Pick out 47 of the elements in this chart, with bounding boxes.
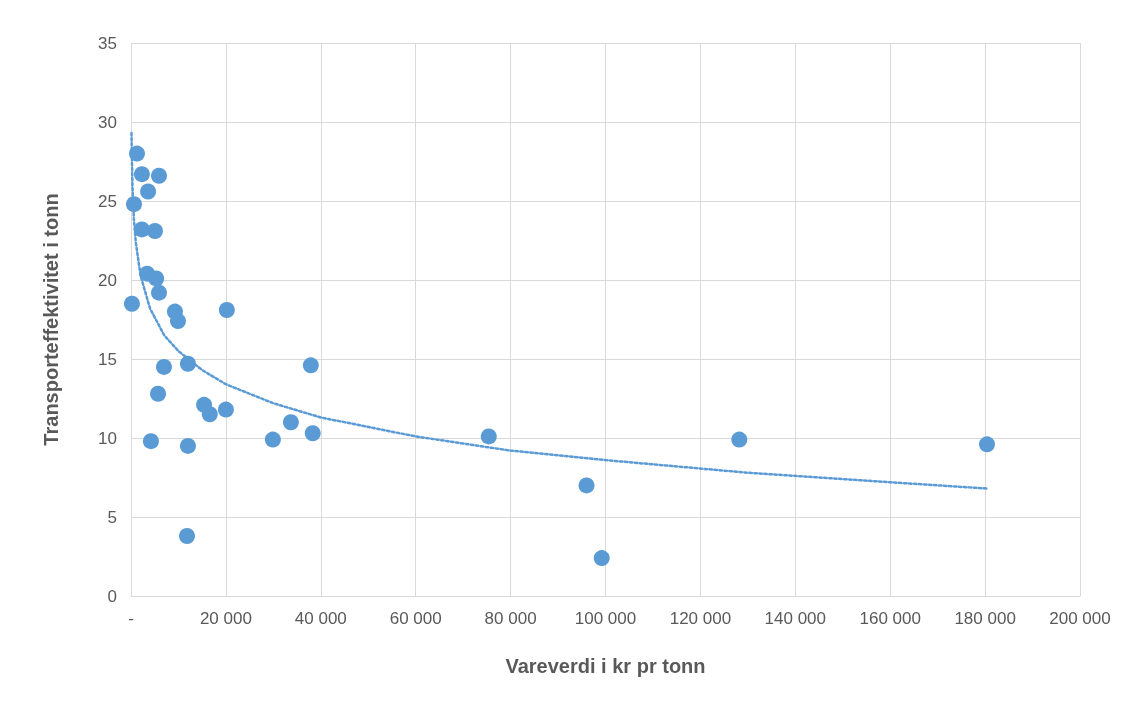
y-tick-label: 5 bbox=[107, 507, 117, 527]
x-tick-label: 100 000 bbox=[574, 609, 637, 628]
point bbox=[218, 302, 235, 319]
point bbox=[264, 431, 281, 448]
x-tick-label: 200 000 bbox=[1049, 609, 1111, 628]
x-axis-title: Vareverdi i kr pr tonn bbox=[505, 655, 706, 677]
y-axis-title: Transporteffektivitet i tonn bbox=[40, 193, 62, 446]
point bbox=[578, 477, 595, 494]
point bbox=[302, 357, 319, 374]
x-tick-label: 40 000 bbox=[294, 609, 347, 628]
x-tick-label: 120 000 bbox=[669, 609, 732, 628]
x-tick-label: 80 000 bbox=[484, 609, 537, 628]
x-tick-label: - bbox=[128, 609, 134, 628]
x-tick-label: 180 000 bbox=[954, 609, 1016, 628]
point bbox=[480, 428, 497, 445]
y-tick-label: 0 bbox=[107, 586, 117, 606]
point bbox=[142, 433, 159, 450]
x-tick-label: 60 000 bbox=[389, 609, 442, 628]
line-series bbox=[130, 131, 989, 490]
point bbox=[151, 284, 167, 301]
point bbox=[282, 414, 299, 431]
y-tick-label: 30 bbox=[98, 112, 117, 132]
point bbox=[979, 436, 995, 453]
point bbox=[731, 431, 748, 448]
point bbox=[179, 437, 196, 454]
x-tick-label: 20 000 bbox=[199, 609, 252, 628]
point bbox=[169, 313, 186, 330]
point bbox=[151, 167, 167, 184]
point bbox=[217, 401, 234, 418]
point bbox=[155, 358, 172, 375]
point bbox=[304, 425, 321, 442]
point bbox=[201, 406, 218, 423]
x-tick-label: 160 000 bbox=[859, 609, 921, 628]
y-tick-label: 20 bbox=[98, 270, 117, 290]
point bbox=[179, 527, 195, 544]
point bbox=[593, 550, 610, 567]
point bbox=[133, 166, 150, 183]
y-tick-label: 15 bbox=[98, 349, 117, 369]
point bbox=[146, 223, 163, 240]
point bbox=[150, 385, 167, 402]
y-tick-label: 10 bbox=[98, 428, 117, 448]
point bbox=[140, 183, 157, 200]
x-tick-label: 140 000 bbox=[764, 609, 827, 628]
y-tick-label: 25 bbox=[98, 191, 117, 211]
point bbox=[123, 295, 140, 312]
point bbox=[148, 270, 165, 287]
y-tick-label: 35 bbox=[98, 33, 117, 53]
